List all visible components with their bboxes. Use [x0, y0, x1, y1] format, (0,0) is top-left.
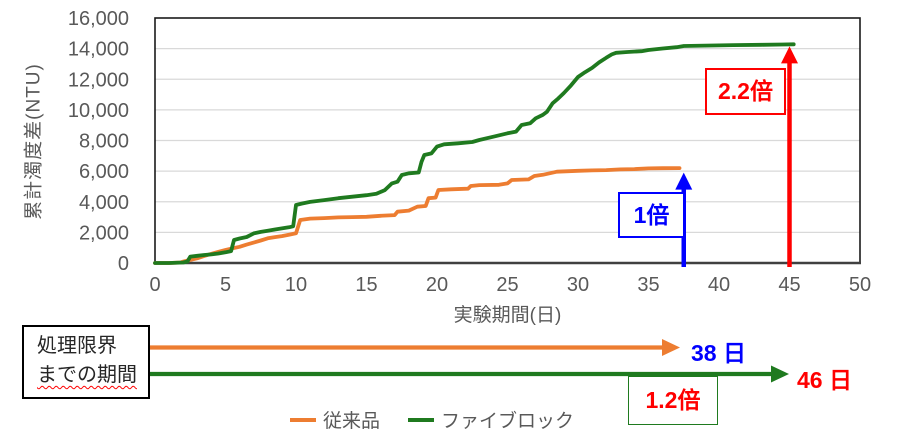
y-tick-label: 6,000 [79, 161, 129, 183]
y-tick-label: 0 [118, 253, 129, 275]
x-tick-label: 35 [637, 274, 659, 296]
y-tick-label: 4,000 [79, 192, 129, 214]
x-axis-title: 実験期間(日) [453, 305, 562, 326]
legend-label-fiveblock: ファイブロック [441, 411, 575, 432]
x-tick-label: 5 [220, 274, 231, 296]
treatment-limit-period-box: 処理限界 までの期間 [22, 325, 150, 399]
y-tick-label: 16,000 [68, 8, 129, 30]
x-tick-label: 50 [849, 274, 871, 296]
legend-item-fiveblock: ファイブロック [408, 406, 574, 433]
x-tick-label: 30 [567, 274, 589, 296]
ratio-arrow-head-0 [675, 172, 693, 190]
legend-item-conventional: 従来品 [290, 406, 380, 433]
x-tick-label: 0 [149, 274, 160, 296]
duration-arrow-head-0 [662, 339, 680, 356]
conventional-days-label: 38 日 [691, 340, 746, 366]
legend-label-conventional: 従来品 [323, 411, 381, 432]
series-line-0 [153, 166, 682, 265]
x-tick-label: 40 [708, 274, 730, 296]
series-line-1 [153, 42, 796, 265]
x-tick-label: 15 [355, 274, 377, 296]
y-tick-label: 12,000 [68, 69, 129, 91]
fiveblock-line-swatch [408, 417, 435, 422]
ratio-1-2x-callout: 1.2倍 [628, 376, 718, 425]
period-box-line1: 処理限界 [37, 335, 117, 357]
fiveblock-days-label: 46 日 [797, 367, 852, 393]
x-tick-label: 20 [426, 274, 448, 296]
period-box-line2: までの期間 [37, 364, 137, 386]
duration-arrow-head-1 [771, 365, 789, 383]
x-tick-label: 45 [778, 274, 800, 296]
y-tick-label: 10,000 [68, 100, 129, 122]
x-tick-label: 10 [285, 274, 307, 296]
ratio-1x-callout: 1倍 [618, 192, 685, 238]
ratio-arrow-head-1 [781, 46, 798, 64]
y-tick-label: 2,000 [79, 222, 129, 244]
x-tick-label: 25 [496, 274, 518, 296]
y-tick-label: 8,000 [79, 131, 129, 153]
y-tick-label: 14,000 [68, 39, 129, 61]
chart-legend: 従来品 ファイブロック [290, 406, 574, 433]
conventional-line-swatch [290, 417, 316, 422]
ratio-2-2x-callout: 2.2倍 [705, 68, 786, 115]
y-axis-title: 累計濁度差(NTU) [23, 63, 45, 220]
